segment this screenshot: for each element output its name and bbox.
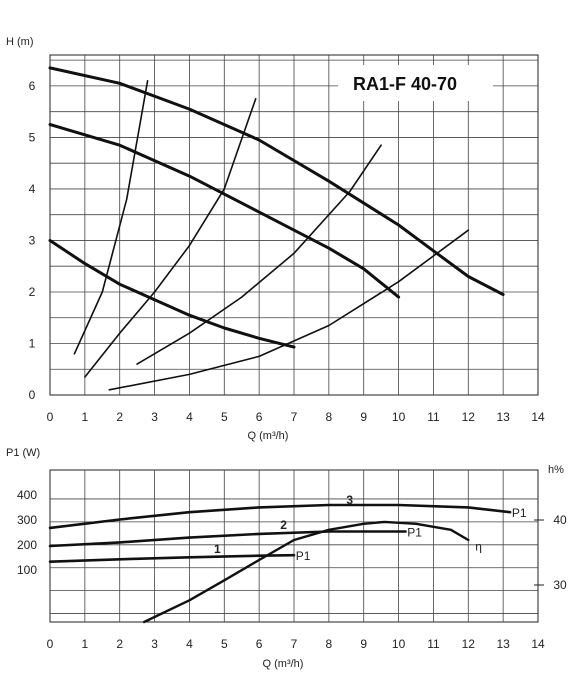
lower-x-tick-label: 13	[496, 637, 510, 651]
lower-x-tick-label: 8	[326, 637, 333, 651]
upper-gridlines	[50, 55, 538, 395]
upper-x-tick-label: 12	[462, 410, 476, 424]
series-end-label: P1	[296, 549, 311, 563]
lower-curve-labels: 1 2 3 P1 P1 P1 η	[214, 493, 527, 563]
lower-gridlines	[50, 470, 538, 622]
system-curve	[108, 229, 470, 391]
upper-y-tick-label: 0	[29, 388, 36, 402]
upper-x-tick-label: 11	[427, 410, 440, 424]
lower-y2-tick-label: 40	[553, 513, 567, 527]
lower-y-tick-labels: 100 200 300 400	[17, 488, 37, 577]
upper-y-tick-labels: 0 1 2 3 4 5 6	[29, 79, 36, 402]
lower-x-tick-label: 14	[531, 637, 545, 651]
upper-x-tick-label: 8	[326, 410, 333, 424]
upper-x-tick-label: 5	[221, 410, 228, 424]
lower-y-tick-label: 300	[17, 513, 37, 527]
upper-x-tick-label: 9	[360, 410, 367, 424]
lower-x-tick-label: 11	[427, 637, 440, 651]
upper-x-tick-label: 4	[186, 410, 193, 424]
upper-y-tick-label: 2	[29, 285, 36, 299]
pump-head-curve	[48, 123, 401, 299]
upper-x-tick-label: 13	[496, 410, 510, 424]
curve-number-label: 2	[280, 518, 287, 532]
upper-x-tick-label: 3	[151, 410, 158, 424]
lower-x-tick-label: 3	[151, 637, 158, 651]
system-curve	[136, 144, 382, 365]
upper-x-axis-label: Q (m³/h)	[248, 430, 289, 442]
upper-series	[48, 66, 505, 391]
lower-y2-tick-labels: 30 40	[534, 513, 567, 592]
power-curve	[48, 530, 407, 548]
lower-y2-axis-label: h%	[548, 464, 564, 476]
lower-y-axis-label: P1 (W)	[6, 447, 40, 459]
upper-y-tick-label: 5	[29, 130, 36, 144]
pump-head-curve	[48, 239, 296, 349]
upper-x-tick-label: 1	[82, 410, 89, 424]
series-end-label: P1	[512, 506, 527, 520]
lower-y-tick-label: 100	[17, 563, 37, 577]
lower-x-axis-label: Q (m³/h)	[263, 658, 304, 670]
lower-y-tick-label: 200	[17, 538, 37, 552]
upper-y-axis-label: H (m)	[6, 36, 34, 48]
upper-y-tick-label: 3	[29, 233, 36, 247]
upper-x-tick-label: 0	[47, 410, 54, 424]
chart-title: RA1-F 40-70	[353, 74, 457, 94]
upper-x-tick-label: 14	[531, 410, 545, 424]
power-curve	[48, 553, 296, 564]
upper-y-tick-label: 1	[29, 336, 36, 350]
upper-y-tick-label: 4	[29, 182, 36, 196]
lower-x-tick-labels: 0 1 2 3 4 5 6 7 8 9 10 11 12 13 14	[47, 637, 545, 651]
lower-x-tick-label: 4	[186, 637, 193, 651]
upper-x-tick-label: 6	[256, 410, 263, 424]
upper-x-tick-labels: 0 1 2 3 4 5 6 7 8 9 10 11 12 13 14	[47, 410, 545, 424]
upper-x-tick-label: 2	[116, 410, 123, 424]
curve-number-label: 1	[214, 542, 221, 556]
lower-x-tick-label: 2	[116, 637, 123, 651]
curve-number-label: 3	[346, 493, 353, 507]
lower-x-tick-label: 6	[256, 637, 263, 651]
series-end-label: η	[475, 539, 482, 553]
lower-x-tick-label: 7	[291, 637, 298, 651]
system-curve	[73, 80, 149, 355]
lower-x-tick-label: 9	[360, 637, 367, 651]
upper-x-tick-label: 7	[291, 410, 298, 424]
lower-x-tick-label: 12	[462, 637, 476, 651]
lower-x-tick-label: 5	[221, 637, 228, 651]
efficiency-curve	[142, 520, 470, 624]
title-box	[338, 65, 493, 101]
lower-x-tick-label: 10	[392, 637, 406, 651]
lower-x-tick-label: 0	[47, 637, 54, 651]
lower-series	[48, 503, 512, 624]
system-curve	[84, 98, 257, 378]
lower-x-tick-label: 1	[82, 637, 89, 651]
lower-y2-tick-label: 30	[553, 578, 567, 592]
power-curve	[48, 503, 512, 530]
upper-y-tick-label: 6	[29, 79, 36, 93]
series-end-label: P1	[407, 526, 422, 540]
pump-head-curve	[48, 66, 505, 296]
lower-y-tick-label: 400	[17, 488, 37, 502]
upper-x-tick-label: 10	[392, 410, 406, 424]
